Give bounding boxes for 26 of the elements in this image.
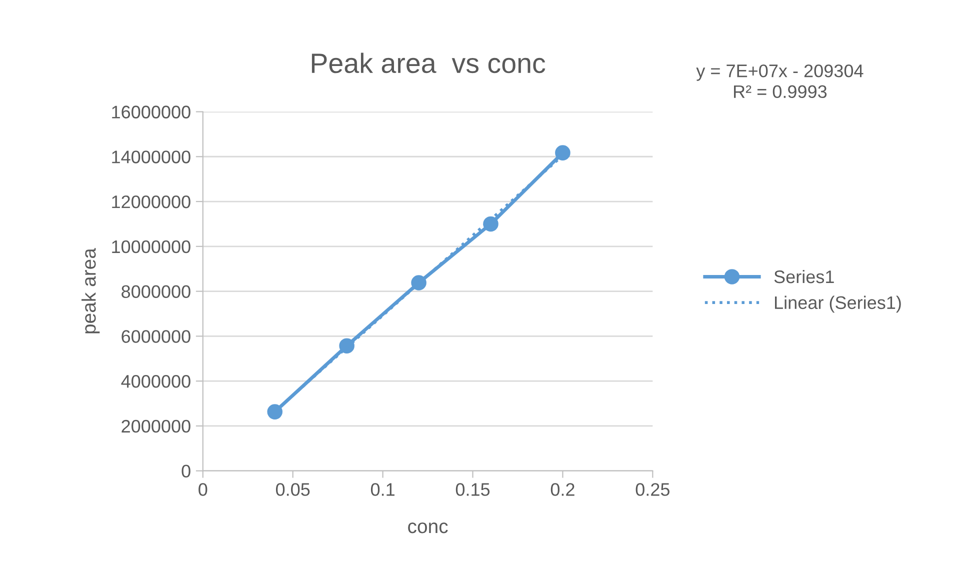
legend-label: Series1: [774, 270, 834, 284]
y-tick-label: 16000000: [112, 106, 190, 118]
x-tick-label: 0: [198, 483, 208, 496]
y-tick-label: 6000000: [122, 330, 190, 343]
point: [339, 338, 354, 354]
x-tick-label: 0.05: [276, 483, 310, 496]
x-tick-label: 0.2: [550, 483, 574, 496]
text: y = 7E+07x - 209304 R² = 0.9993: [696, 64, 864, 98]
y-tick-label: 14000000: [112, 150, 190, 164]
y-tick-label: 12000000: [112, 195, 190, 208]
x-tick-label: 0.15: [456, 483, 490, 496]
y-tick-label: 8000000: [122, 285, 190, 298]
y-tick-label: 0: [182, 464, 190, 478]
chart-title: Peak area vs conc: [312, 52, 546, 74]
y-tick-label: 4000000: [121, 375, 190, 388]
point: [483, 216, 498, 232]
x-tick-label: 0.25: [636, 483, 670, 496]
x-axis-title: conc: [408, 522, 448, 534]
x-tick-label: 0.1: [370, 483, 394, 496]
y-axis-title: peak area: [82, 248, 100, 334]
y-tick-label: 10000000: [112, 240, 190, 254]
point: [267, 404, 282, 420]
point: [411, 275, 426, 290]
legend-label: Linear (Series1): [775, 296, 901, 313]
point: [555, 145, 570, 160]
y-tick-label: 2000000: [122, 420, 190, 433]
